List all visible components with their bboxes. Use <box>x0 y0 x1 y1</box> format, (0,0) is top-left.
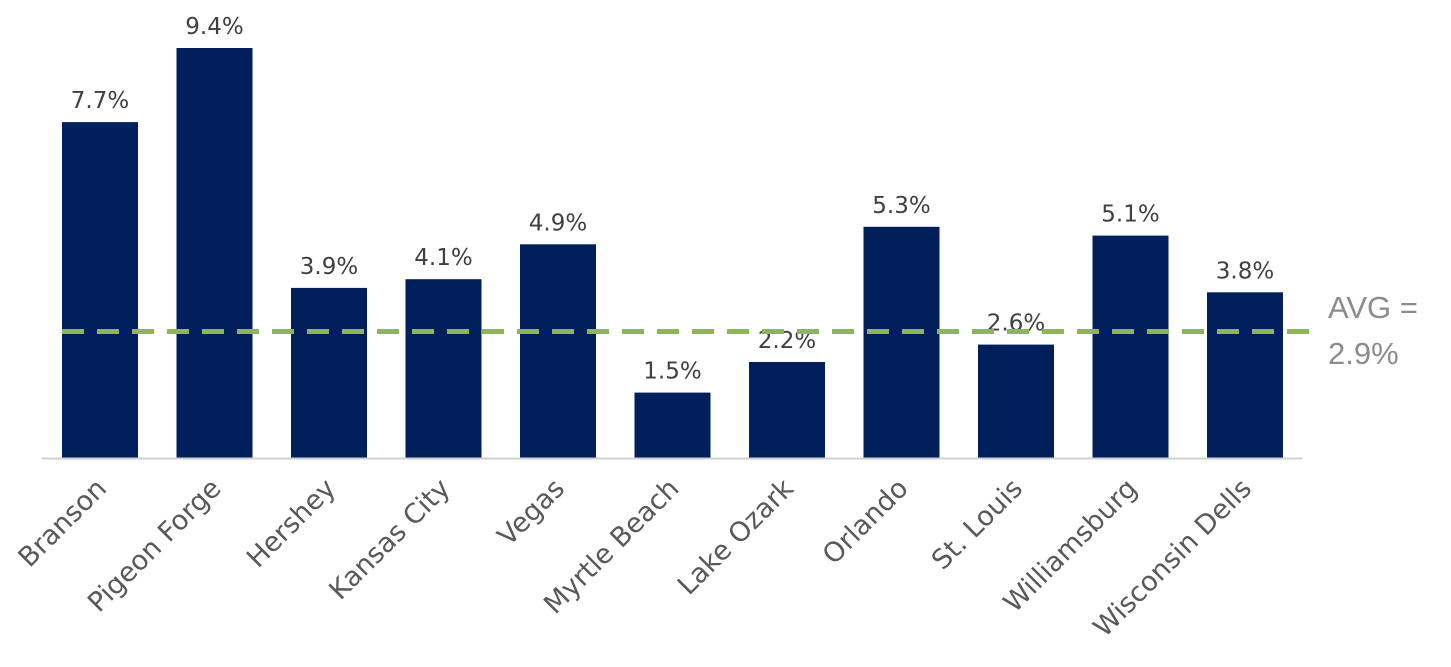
value-label: 7.7% <box>71 88 129 114</box>
bar-hershey <box>291 287 367 458</box>
bars-group <box>62 48 1283 458</box>
value-label: 9.4% <box>185 14 243 40</box>
x-tick-label: Hershey <box>241 473 342 574</box>
x-tick-label: Kansas City <box>323 473 456 606</box>
average-label-line1: AVG = <box>1328 290 1418 325</box>
bar-williamsburg <box>1092 235 1169 458</box>
average-label-line2: 2.9% <box>1328 336 1399 371</box>
average-label: AVG = 2.9% <box>1328 290 1427 371</box>
x-tick-label: Orlando <box>817 473 915 571</box>
bar-myrtle-beach <box>634 392 711 458</box>
value-labels-group: 7.7%9.4%3.9% 4.1%4.9%1.5%2.2%5.3%2.6%5.1%… <box>71 14 1274 385</box>
value-label: 4.1% <box>414 245 472 271</box>
x-tick-label: St. Louis <box>926 473 1029 576</box>
bar-vegas <box>520 244 596 458</box>
value-label: 5.1% <box>1101 202 1159 228</box>
x-tick-label: Branson <box>13 473 113 573</box>
bar-branson <box>62 122 138 458</box>
value-label: 5.3% <box>872 193 930 219</box>
value-label: 3.8% <box>1216 258 1274 284</box>
bar-orlando <box>863 226 940 458</box>
bar-lake-ozark <box>749 362 825 458</box>
value-label: 4.9% <box>529 210 587 236</box>
value-label: 1.5% <box>643 359 701 385</box>
x-tick-label: Lake Ozark <box>672 473 800 601</box>
value-label: 3.9% <box>300 254 358 280</box>
bar-kansas-city <box>405 279 482 458</box>
bar-wisconsin-dells <box>1207 292 1283 458</box>
bar-st-louis <box>978 344 1054 458</box>
bar-pigeon-forge <box>176 48 253 458</box>
x-tick-label: Vegas <box>492 473 571 552</box>
